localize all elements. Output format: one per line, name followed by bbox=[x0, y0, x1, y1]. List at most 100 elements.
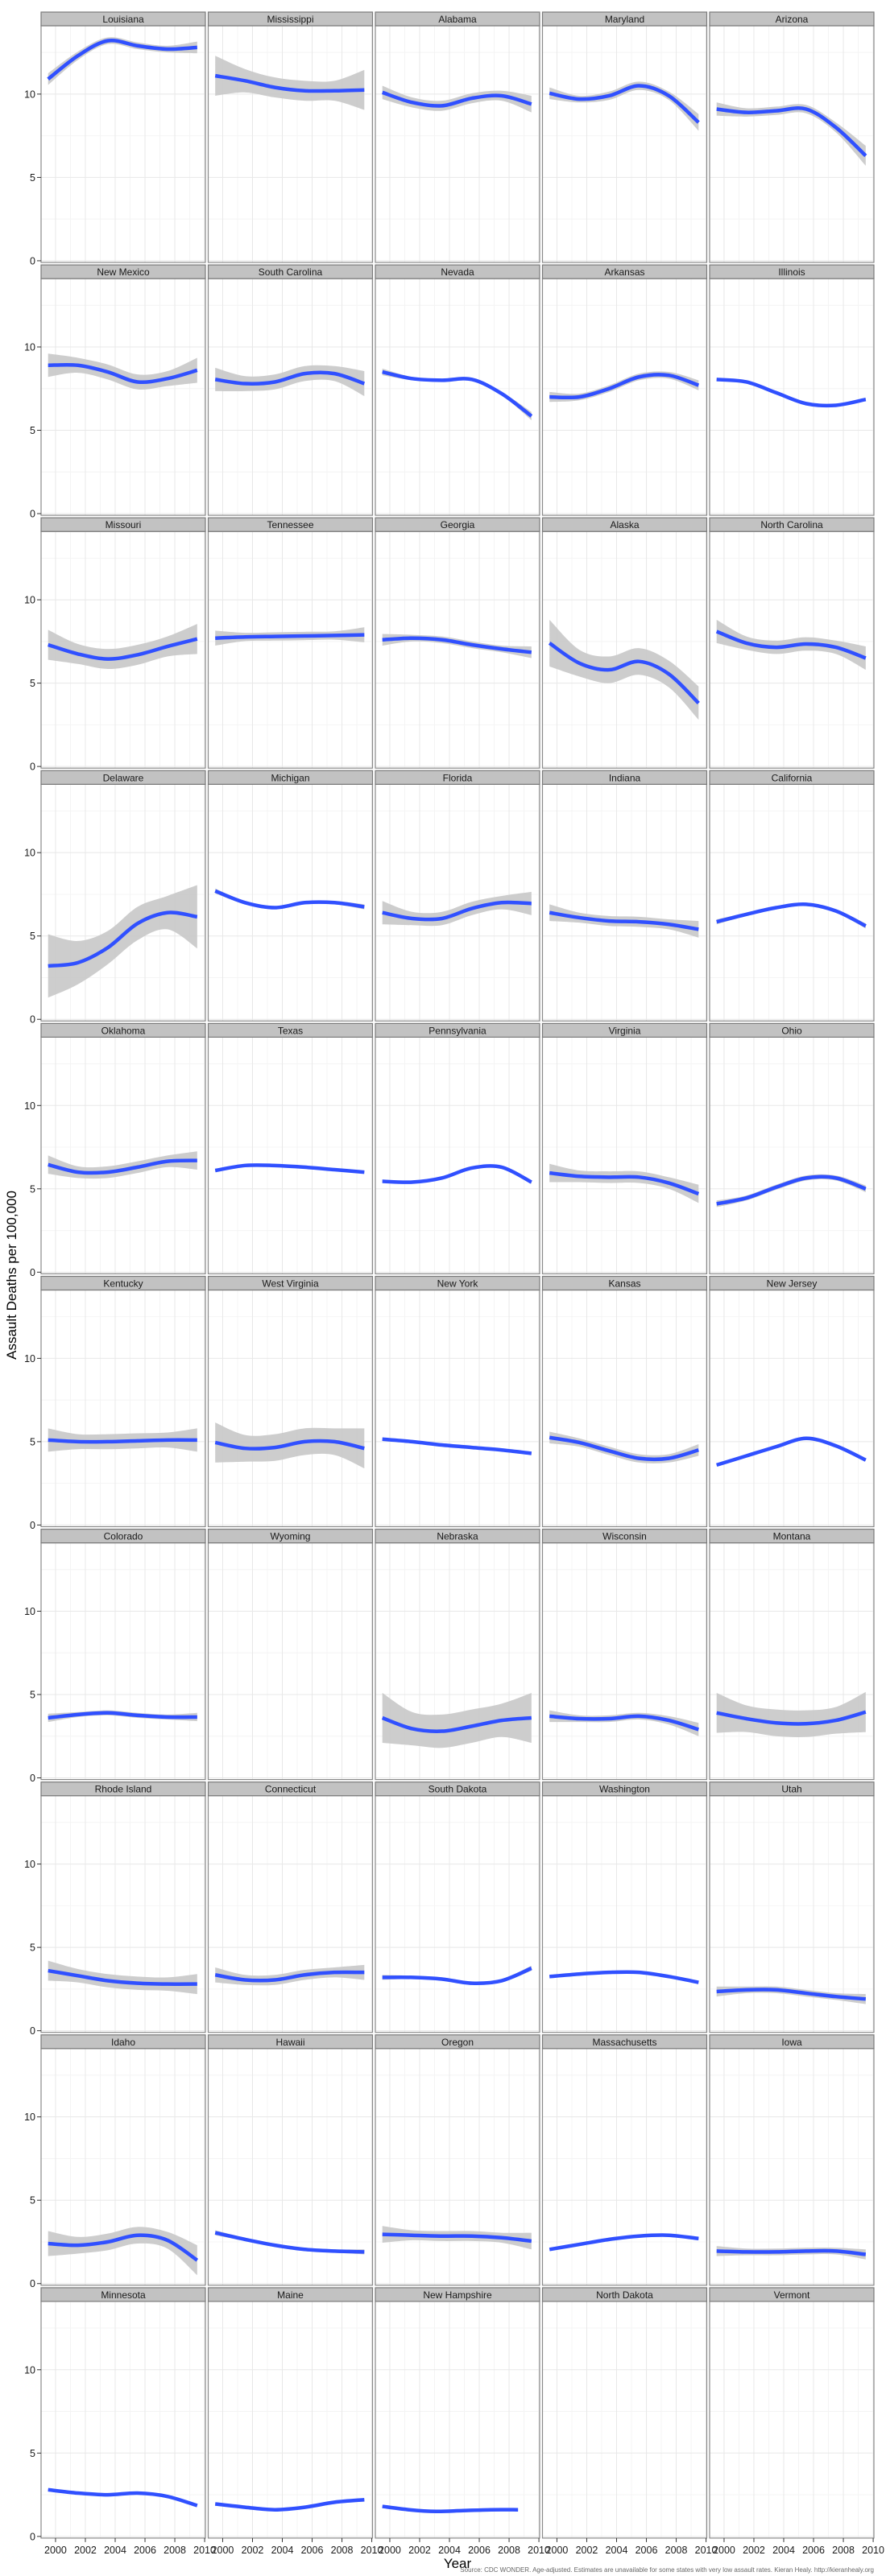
y-tick-label: 0 bbox=[30, 255, 35, 266]
facet-strip bbox=[709, 1275, 875, 1291]
facet-strip-label: Minnesota bbox=[101, 2289, 146, 2301]
panel-background bbox=[208, 1542, 373, 1780]
x-tick-label: 2004 bbox=[772, 2545, 795, 2556]
trend-line bbox=[48, 1438, 197, 1444]
panel-background bbox=[41, 1290, 205, 1527]
facet-strip-label: Florida bbox=[443, 772, 473, 783]
facet-strip-label: South Carolina bbox=[259, 266, 323, 278]
facet-panel: Minnesota 0 5 10 2000 2002 2004 2006 2008 2010 bbox=[24, 2287, 216, 2556]
x-tick-label: 2006 bbox=[134, 2545, 156, 2556]
trend-line bbox=[382, 900, 532, 922]
trend-line bbox=[549, 373, 700, 400]
facet-panel: Florida bbox=[375, 770, 540, 1022]
panel-background bbox=[208, 1290, 373, 1527]
facet-panel: Rhode Island 0 5 10 bbox=[24, 1781, 206, 2037]
facet-panel: California bbox=[709, 770, 875, 1022]
facet-strip-label: Wisconsin bbox=[602, 1531, 647, 1542]
confidence-band bbox=[716, 1691, 866, 1738]
facet-strip bbox=[40, 1781, 206, 1797]
facet-strip bbox=[375, 2034, 540, 2050]
facet-panel: North Dakota 2000 2002 2004 2006 2008 2010 bbox=[541, 2287, 718, 2556]
facet-panel: Montana bbox=[709, 1528, 875, 1781]
panel-background bbox=[542, 1542, 707, 1780]
facet-strip-label: Kansas bbox=[608, 1278, 640, 1290]
facet-panel: Idaho 0 5 10 bbox=[24, 2034, 206, 2289]
facet-panel: Washington bbox=[541, 1781, 708, 2033]
facet-strip bbox=[40, 1528, 206, 1544]
facet-panel: New Jersey bbox=[709, 1275, 875, 1528]
facet-strip bbox=[40, 770, 206, 785]
facet-strip bbox=[207, 1781, 374, 1797]
facet-panel: Delaware 0 5 10 bbox=[24, 770, 206, 1026]
facet-strip-label: Virginia bbox=[609, 1025, 641, 1036]
facet-strip-label: Washington bbox=[599, 1784, 650, 1795]
facet-strip-label: Texas bbox=[278, 1025, 303, 1036]
facet-panel: Ohio bbox=[709, 1022, 875, 1275]
facet-panel: Texas bbox=[207, 1022, 374, 1275]
facet-strip bbox=[207, 2287, 374, 2302]
facet-strip-label: Nevada bbox=[441, 266, 474, 278]
x-tick-label: 2004 bbox=[606, 2545, 628, 2556]
facet-strip bbox=[375, 770, 540, 785]
facet-strip-label: West Virginia bbox=[262, 1278, 319, 1290]
trend-line bbox=[716, 1174, 867, 1206]
facet-panel: Arkansas bbox=[541, 264, 708, 516]
y-tick-label: 5 bbox=[30, 1183, 35, 1195]
x-tick-label: 2002 bbox=[74, 2545, 97, 2556]
trend-line bbox=[549, 2233, 699, 2252]
y-tick-label: 10 bbox=[24, 2364, 35, 2376]
trend-line bbox=[381, 90, 532, 108]
panel-background bbox=[375, 2301, 540, 2538]
confidence-band bbox=[215, 56, 365, 110]
facet-panel: Mississippi bbox=[207, 11, 374, 263]
confidence-band bbox=[549, 619, 699, 720]
facet-strip bbox=[709, 1528, 875, 1544]
y-tick-label: 5 bbox=[30, 425, 35, 436]
facet-strip bbox=[375, 2287, 540, 2302]
trend-line bbox=[716, 378, 867, 408]
y-tick-label: 5 bbox=[30, 1690, 35, 1701]
panel-background bbox=[710, 26, 874, 262]
facet-panel: Nebraska bbox=[375, 1528, 540, 1781]
panel-background bbox=[542, 1795, 707, 2033]
x-tick-label: 2002 bbox=[576, 2545, 598, 2556]
facet-strip-label: Massachusetts bbox=[592, 2037, 656, 2048]
panel-background bbox=[41, 279, 205, 516]
confidence-band bbox=[716, 102, 866, 166]
facet-strip bbox=[375, 11, 540, 27]
facet-strip-label: South Dakota bbox=[429, 1784, 487, 1795]
facet-panel: Michigan bbox=[207, 770, 374, 1022]
facet-strip bbox=[541, 517, 708, 532]
facet-strip bbox=[709, 1781, 875, 1797]
facet-panel: Hawaii bbox=[207, 2034, 374, 2286]
facet-strip-label: Idaho bbox=[111, 2037, 135, 2048]
facet-strip bbox=[375, 264, 540, 279]
x-tick-label: 2008 bbox=[164, 2545, 186, 2556]
facet-panel: Kansas bbox=[541, 1275, 708, 1528]
trend-line bbox=[382, 1966, 532, 1985]
trend-line bbox=[47, 38, 197, 81]
facet-strip-label: Indiana bbox=[609, 772, 641, 783]
panel-background bbox=[710, 2048, 874, 2285]
facet-strip bbox=[541, 1528, 708, 1544]
trend-line bbox=[382, 1164, 532, 1184]
y-tick-label: 10 bbox=[24, 1353, 35, 1364]
x-tick-label: 2000 bbox=[546, 2545, 569, 2556]
facet-strip-label: Georgia bbox=[441, 519, 475, 530]
y-tick-label: 5 bbox=[30, 931, 35, 942]
facet-strip bbox=[207, 770, 374, 785]
facet-strip bbox=[541, 1781, 708, 1797]
facet-strip bbox=[709, 264, 875, 279]
trend-line bbox=[716, 1436, 867, 1468]
x-tick-label: 2000 bbox=[44, 2545, 67, 2556]
facet-strip bbox=[709, 11, 875, 27]
x-axis-title: Year bbox=[444, 2556, 472, 2571]
facet-strip-label: Louisiana bbox=[102, 14, 144, 25]
panel-background bbox=[208, 279, 373, 516]
panel-background bbox=[375, 26, 540, 262]
facet-strip-label: North Carolina bbox=[760, 519, 823, 530]
facet-strip-label: Vermont bbox=[774, 2289, 810, 2301]
facet-strip bbox=[375, 1022, 540, 1038]
panel-background bbox=[710, 1037, 874, 1274]
trend-line bbox=[548, 642, 700, 705]
